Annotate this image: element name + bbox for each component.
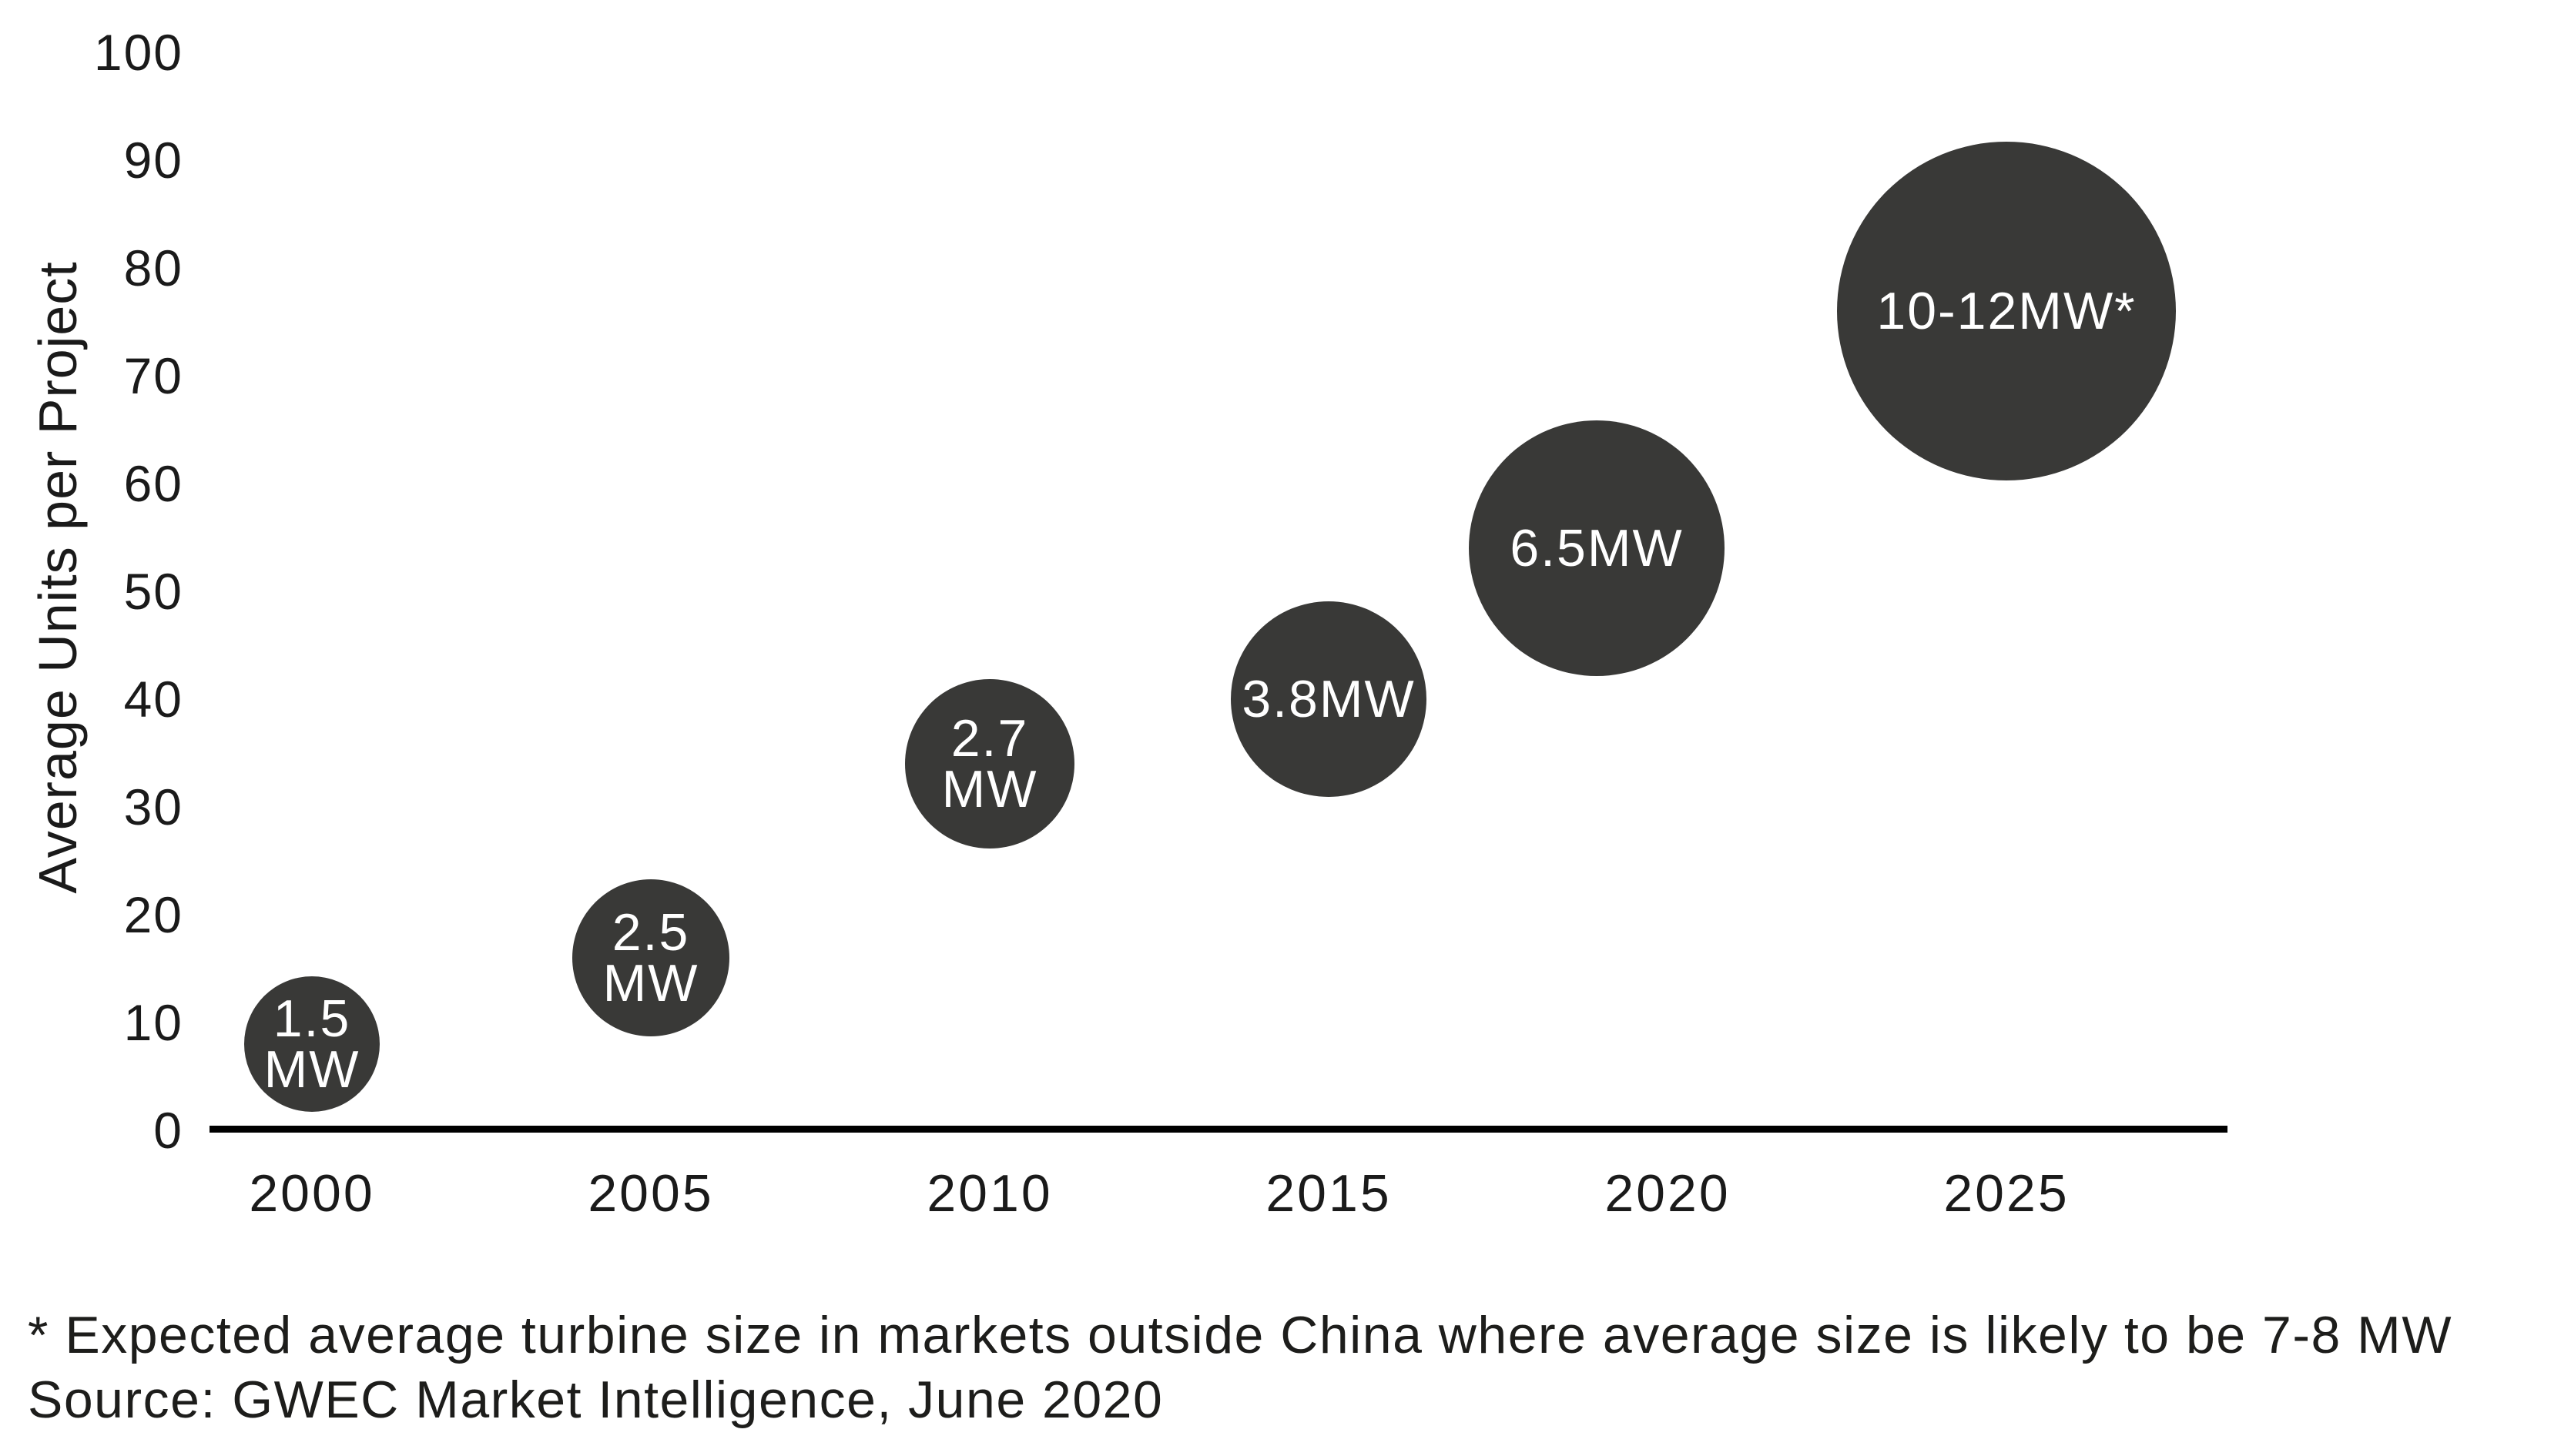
y-tick-label-70: 70: [123, 347, 183, 404]
y-tick-label-90: 90: [123, 132, 183, 189]
bubble-label-line: 3.8MW: [1242, 670, 1416, 728]
bubble-2010: 2.7 MW: [905, 679, 1074, 848]
bubble-label-line: MW: [941, 760, 1038, 818]
footnote-block: * Expected average turbine size in marke…: [28, 1303, 2452, 1432]
bubble-label-line: 2.5: [612, 903, 690, 962]
y-tick-label-80: 80: [123, 239, 183, 296]
bubble-label-line: MW: [263, 1040, 360, 1099]
x-tick-label-2010: 2010: [927, 1164, 1053, 1223]
x-tick-label-2000: 2000: [249, 1164, 375, 1223]
x-tick-label-2005: 2005: [588, 1164, 714, 1223]
y-tick-label-60: 60: [123, 455, 183, 512]
bubble-label-line: 1.5: [273, 989, 351, 1048]
x-axis-line: [210, 1126, 2227, 1133]
y-tick-label-20: 20: [123, 886, 183, 943]
x-tick-label-2025: 2025: [1943, 1164, 2070, 1223]
source-line: Source: GWEC Market Intelligence, June 2…: [28, 1371, 1164, 1429]
y-tick-label-50: 50: [123, 563, 183, 620]
bubble-label-line: 2.7: [950, 709, 1029, 768]
y-tick-label-30: 30: [123, 778, 183, 835]
bubble-label-line: MW: [602, 954, 699, 1013]
y-tick-label-0: 0: [153, 1102, 183, 1159]
bubble-2005: 2.5 MW: [572, 879, 729, 1036]
bubble-label-line: 6.5MW: [1510, 519, 1684, 577]
y-tick-label-40: 40: [123, 671, 183, 728]
x-tick-label-2015: 2015: [1265, 1164, 1392, 1223]
bubble-label-line: 10-12MW*: [1876, 282, 2137, 340]
bubble-2000: 1.5 MW: [244, 976, 380, 1112]
y-tick-label-100: 100: [93, 24, 183, 81]
footnote: * Expected average turbine size in marke…: [28, 1306, 2452, 1364]
bubble-2015: 3.8MW: [1231, 601, 1426, 797]
bubble-2025: 10-12MW*: [1837, 142, 2176, 480]
x-tick-label-2020: 2020: [1604, 1164, 1731, 1223]
bubble-2020: 6.5MW: [1469, 420, 1725, 676]
y-tick-label-10: 10: [123, 994, 183, 1051]
